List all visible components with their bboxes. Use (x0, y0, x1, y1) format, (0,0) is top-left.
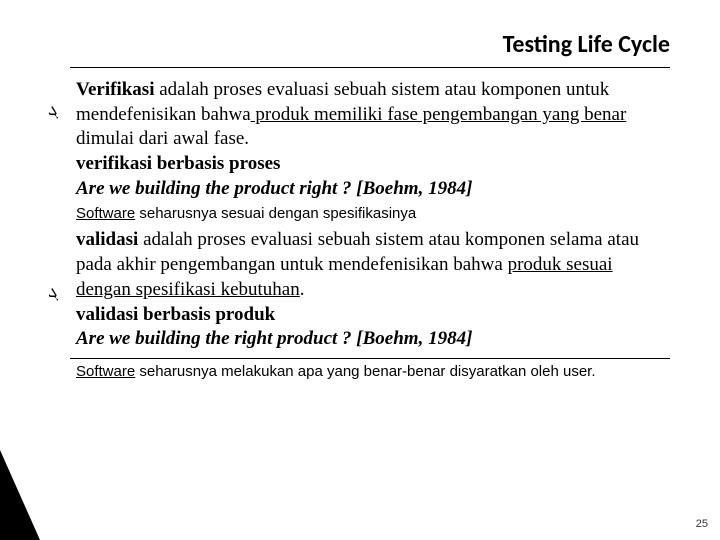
slide-body: Testing Life Cycle ܓ Verifikasi adalah p… (0, 0, 720, 540)
term-verification: Verifikasi (76, 79, 154, 100)
verification-note: Software seharusnya sesuai dengan spesif… (76, 205, 670, 222)
title-divider (70, 67, 670, 68)
validation-quote: Are we building the right product ? [Boe… (76, 327, 670, 352)
text-segment: . (300, 279, 305, 300)
note-label: Software (76, 363, 135, 380)
slide-title: Testing Life Cycle (70, 30, 670, 59)
page-number: 25 (696, 518, 708, 530)
verification-paragraph: Verifikasi adalah proses evaluasi sebuah… (76, 78, 670, 201)
bullet-icon: ܓ (48, 284, 58, 302)
corner-decoration (0, 450, 40, 540)
text-segment: dimulai dari awal fase. (76, 128, 249, 149)
note-text: seharusnya melakukan apa yang benar-bena… (135, 363, 595, 380)
underlined-phrase: produk memiliki fase pengembangan yang b… (251, 104, 627, 125)
term-validation: validasi (76, 229, 143, 250)
validation-paragraph: validasi adalah proses evaluasi sebuah s… (76, 228, 670, 351)
validation-note: Software seharusnya melakukan apa yang b… (76, 363, 670, 380)
note-label: Software (76, 205, 135, 222)
bottom-divider (70, 358, 670, 359)
note-text: seharusnya sesuai dengan spesifikasinya (135, 205, 416, 222)
verification-quote: Are we building the product right ? [Boe… (76, 177, 670, 202)
validation-basis: validasi berbasis produk (76, 303, 670, 328)
verification-basis: verifikasi berbasis proses (76, 152, 670, 177)
bullet-icon: ܓ (48, 102, 58, 120)
